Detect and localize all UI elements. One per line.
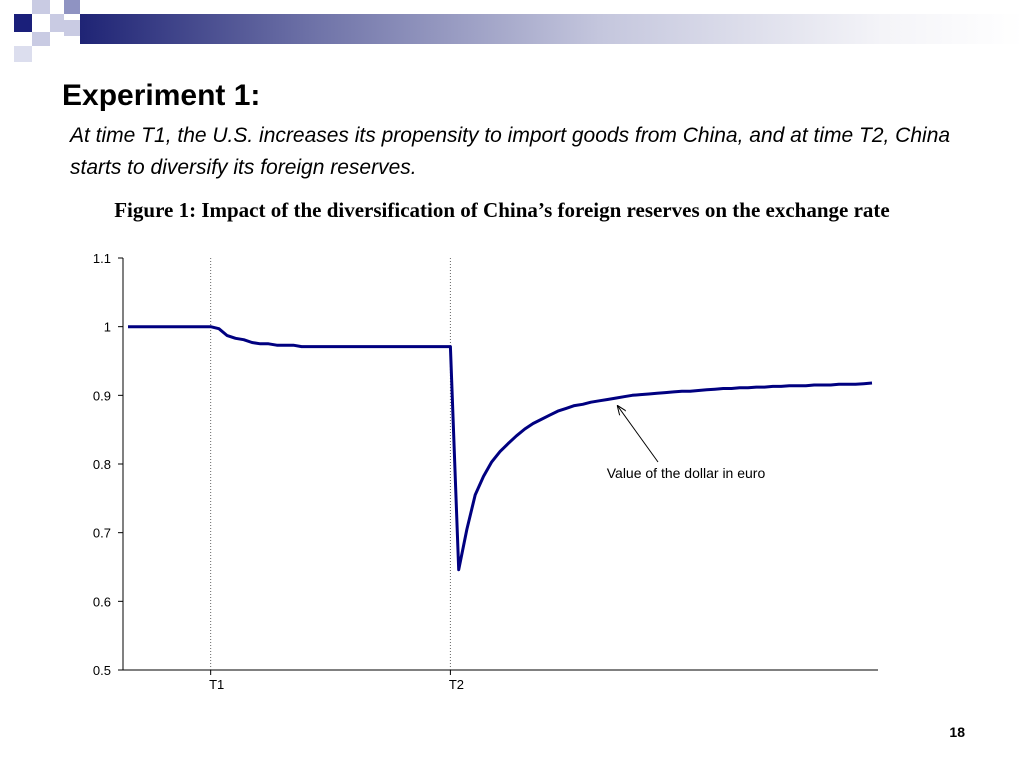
x-tick-label: T2 xyxy=(449,677,464,692)
figure-title: Figure 1: Impact of the diversification … xyxy=(114,198,890,222)
y-tick-label: 0.5 xyxy=(93,663,111,678)
decorative-square xyxy=(64,0,80,14)
x-tick-label: T1 xyxy=(209,677,224,692)
y-tick-label: 1.1 xyxy=(93,251,111,266)
decorative-square xyxy=(14,46,32,62)
slide-heading: Experiment 1: xyxy=(62,79,261,112)
annotation-arrow xyxy=(618,406,659,463)
decorative-square xyxy=(32,32,50,46)
y-tick-label: 0.6 xyxy=(93,594,111,609)
slide-subtitle: At time T1, the U.S. increases its prope… xyxy=(70,124,951,179)
y-tick-label: 0.8 xyxy=(93,457,111,472)
y-tick-label: 0.9 xyxy=(93,388,111,403)
decorative-square xyxy=(64,20,80,36)
page-number: 18 xyxy=(949,724,965,740)
decorative-square xyxy=(14,14,32,32)
y-tick-label: 1 xyxy=(104,320,111,335)
decorative-square xyxy=(50,14,64,32)
series-line-dollar-value xyxy=(128,325,873,572)
y-tick-label: 0.7 xyxy=(93,526,111,541)
annotation-label: Value of the dollar in euro xyxy=(606,465,766,481)
title-bar-gradient xyxy=(80,14,1024,44)
decorative-square xyxy=(32,0,50,14)
